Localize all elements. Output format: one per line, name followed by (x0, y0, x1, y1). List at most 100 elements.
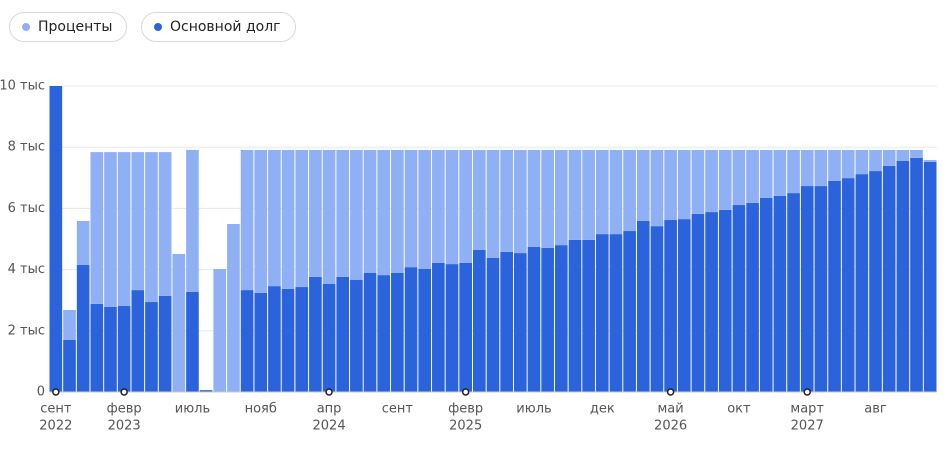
bar-segment (104, 152, 117, 307)
x-tick-label: февр (448, 402, 483, 417)
bar-segment (500, 251, 513, 392)
bar-segment (582, 149, 595, 240)
x-tick-label: май (657, 402, 683, 417)
bar-segment (90, 152, 104, 304)
bar-segment (377, 275, 391, 392)
bar-segment (240, 149, 254, 291)
bar-segment (582, 239, 595, 392)
bar-segment (281, 149, 295, 289)
bar-segment (828, 149, 841, 181)
bar-segment (923, 161, 937, 392)
bar-segment (759, 149, 773, 198)
bar-segment (759, 197, 773, 392)
bar-segment (254, 292, 268, 392)
bar-segment (377, 149, 391, 276)
bar-segment (746, 149, 759, 203)
bar-segment (391, 149, 404, 273)
bar-segment (459, 262, 473, 392)
bar-segment (145, 302, 158, 392)
x-tick-label: сент (40, 402, 72, 417)
bar-segment (486, 257, 500, 392)
legend-item[interactable]: Основной долг (141, 12, 296, 42)
bar-segment (268, 149, 281, 287)
bar-segment (145, 152, 158, 303)
bar-segment (295, 287, 309, 392)
bar-segment (746, 202, 759, 392)
bar-segment (568, 239, 582, 392)
bar-segment (814, 149, 828, 187)
legend-label: Проценты (38, 19, 113, 35)
bar-segment (677, 219, 691, 392)
bar-segment (554, 149, 568, 246)
y-tick-label: 10 тыс (0, 79, 45, 94)
x-tick-sublabel: 2027 (791, 419, 824, 434)
bar-segment (281, 288, 295, 392)
bar-segment (554, 245, 568, 392)
bar-segment (432, 262, 445, 392)
bar-segment (773, 195, 787, 392)
bar-segment (691, 213, 705, 392)
x-tick-label: февр (107, 402, 142, 417)
bar-segment (541, 247, 554, 392)
bar-segment (841, 178, 855, 392)
x-tick-sublabel: 2024 (313, 419, 346, 434)
bar-segment (595, 234, 609, 392)
bar-segment (350, 149, 363, 281)
y-tick-label: 0 (37, 385, 45, 400)
bar-segment (131, 290, 145, 392)
x-tick-dot (803, 388, 811, 396)
bar-segment (391, 272, 404, 392)
bar-segment (240, 290, 254, 392)
legend-label: Основной долг (170, 19, 281, 35)
bar-segment (213, 268, 227, 392)
bar-segment (404, 267, 418, 392)
bar-segment (705, 212, 718, 392)
bar-segment (636, 149, 650, 221)
bar-segment (718, 209, 732, 392)
x-tick-dot (325, 388, 333, 396)
bar-segment (568, 149, 582, 240)
bar-segment (186, 291, 199, 392)
bar-segment (636, 220, 650, 392)
bar-segment (527, 246, 541, 392)
bar-segment (295, 149, 309, 288)
bar-segment (486, 149, 500, 258)
bar-segment (910, 149, 923, 158)
x-tick-label: июль (516, 402, 551, 417)
bar-segment (691, 149, 705, 214)
x-tick-dot (666, 388, 675, 396)
bar-segment (869, 149, 882, 172)
bar-segment (896, 149, 910, 161)
bar-segment (309, 276, 322, 392)
bar-segment (732, 205, 746, 392)
bar-segment (732, 149, 746, 206)
bar-segment (418, 149, 432, 269)
bar-segment (855, 174, 869, 392)
bar-segment (650, 149, 664, 227)
bar-segment (117, 152, 131, 307)
bar-segment (76, 265, 90, 392)
x-tick-sublabel: 2026 (654, 419, 687, 434)
x-tick-dot (461, 388, 470, 396)
bar-segment (541, 149, 554, 248)
bar-segment (623, 231, 636, 392)
x-tick-sublabel: 2023 (108, 419, 141, 434)
y-tick-label: 2 тыс (8, 323, 45, 338)
legend-item[interactable]: Проценты (9, 12, 128, 42)
bar-segment (322, 149, 336, 284)
bar-segment (432, 149, 445, 263)
bar-segment (322, 283, 336, 392)
bar-segment (718, 149, 732, 210)
bar-segment (363, 149, 377, 273)
bar-segment (336, 276, 350, 392)
bar-segment (172, 253, 186, 392)
bar-segment (363, 272, 377, 392)
x-tick-label: июль (175, 402, 210, 417)
bar-segment (268, 286, 281, 392)
bar-segment (869, 171, 882, 392)
bar-segment (882, 149, 896, 166)
bar-segment (923, 160, 937, 162)
bar-segment (773, 149, 787, 196)
x-tick-label: апр (317, 402, 342, 417)
bar-segment (910, 157, 923, 392)
